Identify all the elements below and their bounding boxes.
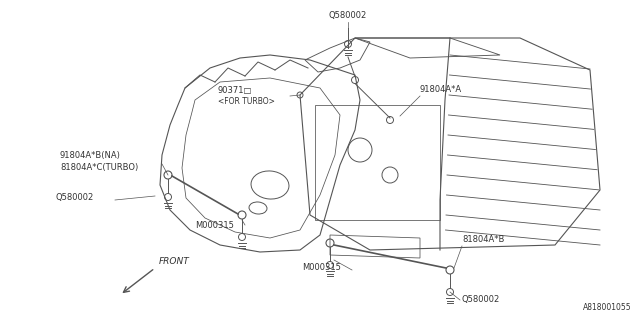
Text: 91804A*A: 91804A*A — [420, 85, 462, 94]
Text: 90371□: 90371□ — [218, 86, 252, 95]
Text: M000315: M000315 — [195, 221, 234, 230]
Text: Q580002: Q580002 — [329, 11, 367, 20]
Text: M000315: M000315 — [302, 263, 341, 272]
Text: <FOR TURBO>: <FOR TURBO> — [218, 97, 275, 106]
Text: A818001055: A818001055 — [584, 303, 632, 312]
Text: 91804A*B(NA): 91804A*B(NA) — [60, 151, 121, 160]
Text: Q580002: Q580002 — [462, 295, 500, 304]
Text: Q580002: Q580002 — [55, 193, 93, 202]
Text: 81804A*B: 81804A*B — [462, 235, 504, 244]
Text: 81804A*C(TURBO): 81804A*C(TURBO) — [60, 163, 138, 172]
Text: FRONT: FRONT — [159, 257, 189, 266]
